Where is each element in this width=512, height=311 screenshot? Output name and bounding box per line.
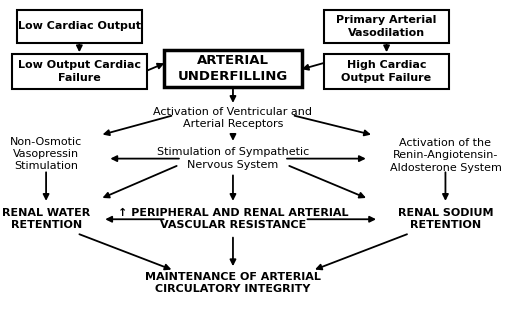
Text: RENAL SODIUM
RETENTION: RENAL SODIUM RETENTION	[398, 208, 493, 230]
Text: Low Cardiac Output: Low Cardiac Output	[18, 21, 141, 31]
Text: ↑ PERIPHERAL AND RENAL ARTERIAL
VASCULAR RESISTANCE: ↑ PERIPHERAL AND RENAL ARTERIAL VASCULAR…	[118, 208, 348, 230]
Text: Activation of Ventricular and
Arterial Receptors: Activation of Ventricular and Arterial R…	[154, 107, 312, 129]
Text: ARTERIAL
UNDERFILLING: ARTERIAL UNDERFILLING	[178, 54, 288, 83]
Text: High Cardiac
Output Failure: High Cardiac Output Failure	[342, 60, 432, 83]
FancyBboxPatch shape	[11, 53, 147, 90]
FancyBboxPatch shape	[17, 10, 142, 43]
Text: Primary Arterial
Vasodilation: Primary Arterial Vasodilation	[336, 15, 437, 38]
Text: Non-Osmotic
Vasopressin
Stimulation: Non-Osmotic Vasopressin Stimulation	[10, 137, 82, 171]
Text: MAINTENANCE OF ARTERIAL
CIRCULATORY INTEGRITY: MAINTENANCE OF ARTERIAL CIRCULATORY INTE…	[145, 272, 321, 294]
FancyBboxPatch shape	[164, 50, 302, 87]
FancyBboxPatch shape	[324, 53, 450, 90]
Text: Low Output Cardiac
Failure: Low Output Cardiac Failure	[18, 60, 141, 83]
Text: RENAL WATER
RETENTION: RENAL WATER RETENTION	[2, 208, 90, 230]
Text: Activation of the
Renin-Angiotensin-
Aldosterone System: Activation of the Renin-Angiotensin- Ald…	[390, 138, 501, 173]
Text: Stimulation of Sympathetic
Nervous System: Stimulation of Sympathetic Nervous Syste…	[157, 147, 309, 170]
FancyBboxPatch shape	[324, 10, 450, 43]
